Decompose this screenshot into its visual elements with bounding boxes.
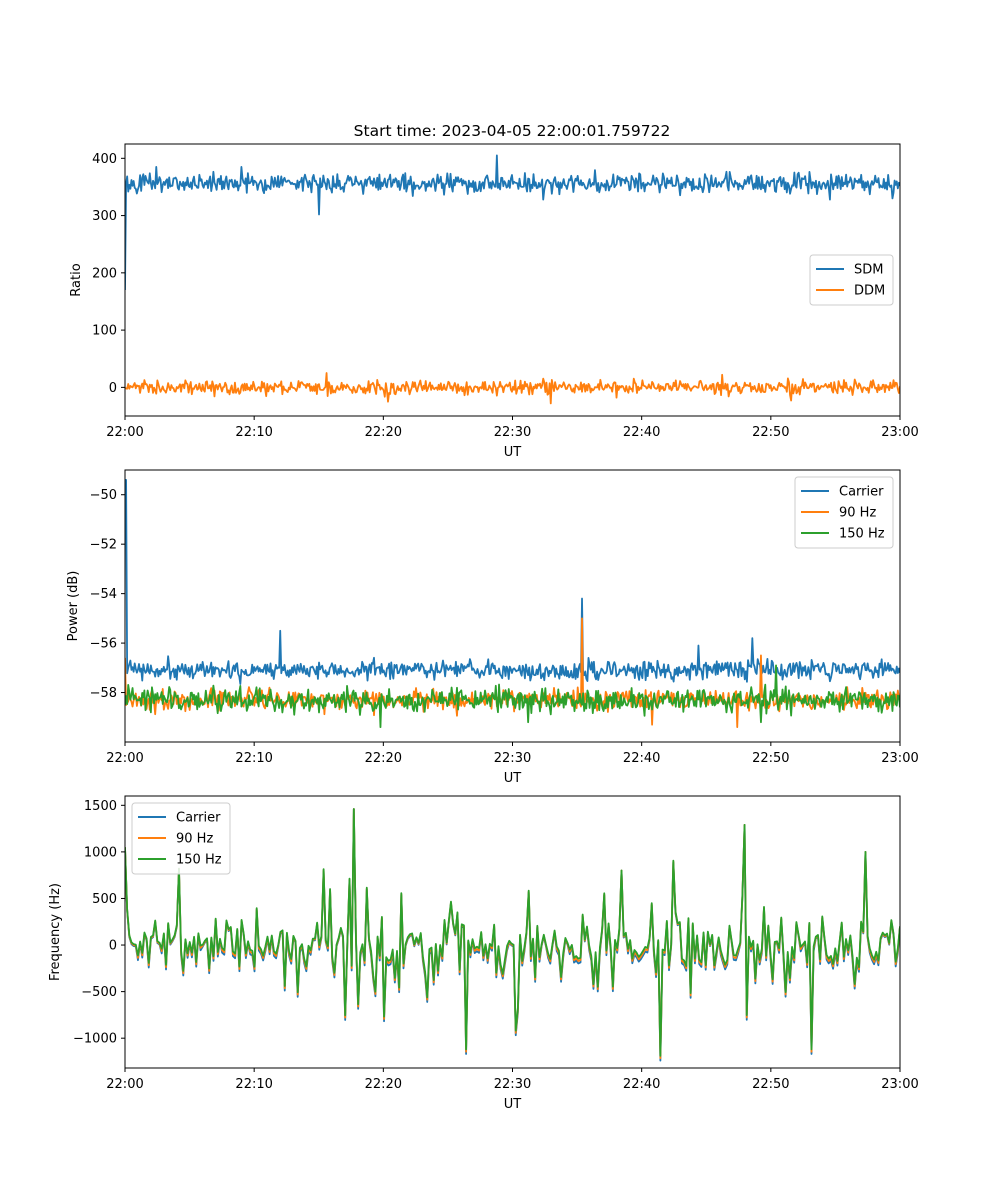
legend-label-90-hz: 90 Hz bbox=[176, 832, 213, 847]
x-tick-label: 22:00 bbox=[106, 425, 143, 440]
power-chart: 22:00 22:10 22:20 22:30 22:40 22:50 23:00 −58 −5… bbox=[66, 469, 919, 786]
y-tick-label: 300 bbox=[92, 209, 117, 224]
y-tick-label: −1000 bbox=[73, 1032, 117, 1047]
y-tick-label: −58 bbox=[90, 686, 117, 701]
series-line-150-hz bbox=[125, 664, 900, 729]
y-tick-label: 100 bbox=[92, 324, 117, 339]
x-tick-label: 22:30 bbox=[494, 1077, 531, 1092]
y-tick-label: 500 bbox=[92, 892, 117, 907]
legend-label-90-hz: 90 Hz bbox=[839, 506, 876, 521]
x-tick-label: 22:40 bbox=[623, 425, 660, 440]
x-tick-label: 22:00 bbox=[106, 751, 143, 766]
x-tick-label: 22:20 bbox=[365, 1077, 402, 1092]
x-tick-label: 22:20 bbox=[365, 751, 402, 766]
legend-label-150-hz: 150 Hz bbox=[839, 527, 885, 542]
legend-label-ddm: DDM bbox=[854, 284, 885, 299]
y-tick-label: −56 bbox=[90, 637, 117, 652]
x-tick-label: 22:50 bbox=[752, 751, 789, 766]
x-tick-label: 23:00 bbox=[881, 1077, 918, 1092]
y-tick-label: −500 bbox=[81, 985, 117, 1000]
x-tick-label: 22:40 bbox=[623, 1077, 660, 1092]
x-tick-label: 22:10 bbox=[235, 751, 272, 766]
frequency-chart: 22:00 22:10 22:20 22:30 22:40 22:50 23:00 −1000… bbox=[48, 795, 919, 1112]
ratio-chart: 22:00 22:10 22:20 22:30 22:40 22:50 23:00 0 100 2… bbox=[69, 143, 919, 460]
y-axis-label: Ratio bbox=[69, 263, 84, 296]
x-axis-label: UT bbox=[504, 771, 522, 786]
x-axis-label: UT bbox=[504, 1097, 522, 1112]
y-tick-label: 1000 bbox=[84, 845, 117, 860]
legend-label-150-hz: 150 Hz bbox=[176, 853, 222, 868]
x-tick-label: 22:10 bbox=[235, 1077, 272, 1092]
x-tick-label: 22:20 bbox=[365, 425, 402, 440]
x-tick-label: 22:40 bbox=[623, 751, 660, 766]
y-tick-label: 0 bbox=[109, 381, 117, 396]
x-tick-label: 22:00 bbox=[106, 1077, 143, 1092]
legend: SDM DDM bbox=[809, 254, 894, 306]
series-line-ddm bbox=[125, 372, 900, 405]
y-tick-label: 0 bbox=[109, 939, 117, 954]
y-tick-label: −52 bbox=[90, 538, 117, 553]
legend-label-carrier: Carrier bbox=[176, 811, 221, 826]
y-axis-label: Power (dB) bbox=[66, 571, 81, 642]
legend-label-carrier: Carrier bbox=[839, 485, 884, 500]
y-axis-label: Frequency (Hz) bbox=[48, 883, 63, 981]
legend-box bbox=[794, 476, 894, 549]
chart-title: Start time: 2023-04-05 22:00:01.759722 bbox=[354, 122, 671, 140]
y-tick-label: −54 bbox=[90, 587, 117, 602]
y-tick-label: −50 bbox=[90, 488, 117, 503]
legend: Carrier 90 Hz 150 Hz bbox=[131, 802, 231, 875]
x-axis-label: UT bbox=[504, 445, 522, 460]
legend-box bbox=[131, 802, 231, 875]
legend: Carrier 90 Hz 150 Hz bbox=[794, 476, 894, 549]
series-line-sdm bbox=[125, 154, 900, 291]
series-line-carrier bbox=[125, 478, 900, 685]
series-line-150-hz bbox=[125, 808, 900, 1057]
x-tick-label: 23:00 bbox=[881, 425, 918, 440]
legend-label-sdm: SDM bbox=[854, 263, 883, 278]
x-tick-label: 22:30 bbox=[494, 425, 531, 440]
x-tick-label: 23:00 bbox=[881, 751, 918, 766]
x-tick-label: 22:30 bbox=[494, 751, 531, 766]
x-tick-label: 22:50 bbox=[752, 425, 789, 440]
x-tick-label: 22:10 bbox=[235, 425, 272, 440]
legend-box bbox=[809, 254, 894, 306]
y-tick-label: 400 bbox=[92, 152, 117, 167]
y-tick-label: 200 bbox=[92, 266, 117, 281]
x-tick-label: 22:50 bbox=[752, 1077, 789, 1092]
y-tick-label: 1500 bbox=[84, 799, 117, 814]
